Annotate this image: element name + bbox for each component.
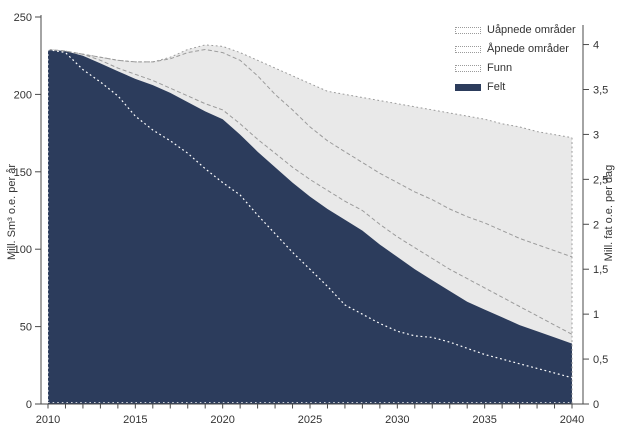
right-axis-tick-label: 3,5 bbox=[593, 84, 608, 96]
boundary-uapnede-total-top bbox=[47, 44, 573, 139]
legend-item-apnede: Åpnede områder bbox=[455, 40, 576, 59]
left-axis-tick-label: 250 bbox=[14, 12, 32, 24]
right-axis-tick-label: 2 bbox=[593, 219, 599, 231]
legend-swatch-felt bbox=[455, 84, 481, 91]
right-axis-tick-label: 1 bbox=[593, 309, 599, 321]
x-axis-tick-label: 2040 bbox=[560, 414, 584, 426]
x-axis-tick-label: 2025 bbox=[298, 414, 322, 426]
legend-label-felt: Felt bbox=[487, 81, 506, 93]
x-axis-tick-label: 2030 bbox=[385, 414, 409, 426]
legend-swatch-uapnede bbox=[455, 27, 481, 34]
legend-label-funn: Funn bbox=[487, 62, 513, 74]
x-axis-tick-label: 2015 bbox=[123, 414, 147, 426]
left-axis-title: Mill. Sm³ o.e. per år bbox=[6, 164, 18, 260]
legend-label-uapnede: Uåpnede områder bbox=[487, 24, 576, 36]
x-axis-tick-label: 2035 bbox=[472, 414, 496, 426]
left-axis-tick-label: 100 bbox=[14, 244, 32, 256]
left-axis-tick-label: 150 bbox=[14, 167, 32, 179]
right-axis-title: Mill. fat o.e. per dag bbox=[603, 165, 615, 262]
legend-label-apnede: Åpnede områder bbox=[487, 43, 569, 55]
legend-item-funn: Funn bbox=[455, 59, 576, 78]
x-axis-tick-label: 2020 bbox=[210, 414, 234, 426]
right-axis-tick-label: 2,5 bbox=[593, 174, 608, 186]
right-axis-tick-label: 4 bbox=[593, 40, 599, 52]
chart-legend: Uåpnede områder Åpnede områder Funn Felt bbox=[455, 21, 576, 97]
right-axis-tick-label: 1,5 bbox=[593, 264, 608, 276]
area-felt bbox=[48, 49, 572, 404]
left-axis-tick-label: 200 bbox=[14, 89, 32, 101]
right-axis-tick-label: 0 bbox=[593, 399, 599, 411]
boundary-funn-top bbox=[47, 49, 573, 335]
inner-white-dotted-line bbox=[47, 48, 573, 379]
legend-swatch-apnede bbox=[455, 46, 481, 53]
legend-item-felt: Felt bbox=[455, 78, 576, 97]
legend-item-uapnede: Uåpnede områder bbox=[455, 21, 576, 40]
right-axis-tick-label: 0,5 bbox=[593, 354, 608, 366]
left-axis-tick-label: 50 bbox=[20, 322, 32, 334]
x-axis-tick-label: 2010 bbox=[36, 414, 60, 426]
right-axis-tick-label: 3 bbox=[593, 129, 599, 141]
legend-swatch-funn bbox=[455, 65, 481, 72]
left-axis-tick-label: 0 bbox=[26, 399, 32, 411]
